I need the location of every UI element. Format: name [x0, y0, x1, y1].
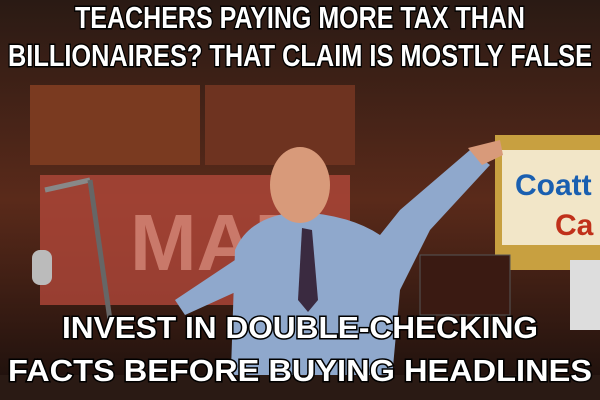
desk [0, 375, 600, 400]
background-text: Ca [555, 209, 594, 242]
panel [30, 85, 200, 165]
monitor [570, 260, 600, 330]
microphone-stand [87, 179, 113, 321]
sign-face [502, 150, 600, 245]
tie [298, 228, 318, 312]
top-caption: TEACHERS PAYING MORE TAX THAN [75, 0, 525, 35]
microphone-arm [44, 177, 91, 193]
hand [468, 140, 503, 165]
monitor [419, 254, 511, 316]
microphone [32, 250, 52, 285]
head [270, 147, 330, 223]
bottom-caption: FACTS BEFORE BUYING HEADLINES [8, 353, 592, 388]
top-caption: BILLIONAIRES? THAT CLAIM IS MOSTLY FALSE [8, 38, 592, 73]
sleeve [175, 260, 240, 315]
panel [205, 85, 355, 165]
bottom-caption: INVEST IN DOUBLE-CHECKING [62, 310, 538, 345]
background-text: Coatt [515, 169, 592, 202]
